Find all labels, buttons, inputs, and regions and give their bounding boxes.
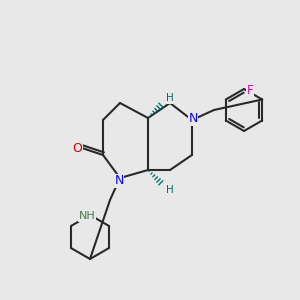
- Text: N: N: [114, 175, 124, 188]
- Text: H: H: [166, 93, 174, 103]
- Text: H: H: [166, 185, 174, 195]
- Text: F: F: [247, 85, 253, 98]
- Text: N: N: [188, 112, 198, 125]
- Text: NH: NH: [79, 211, 95, 221]
- Text: O: O: [72, 142, 82, 154]
